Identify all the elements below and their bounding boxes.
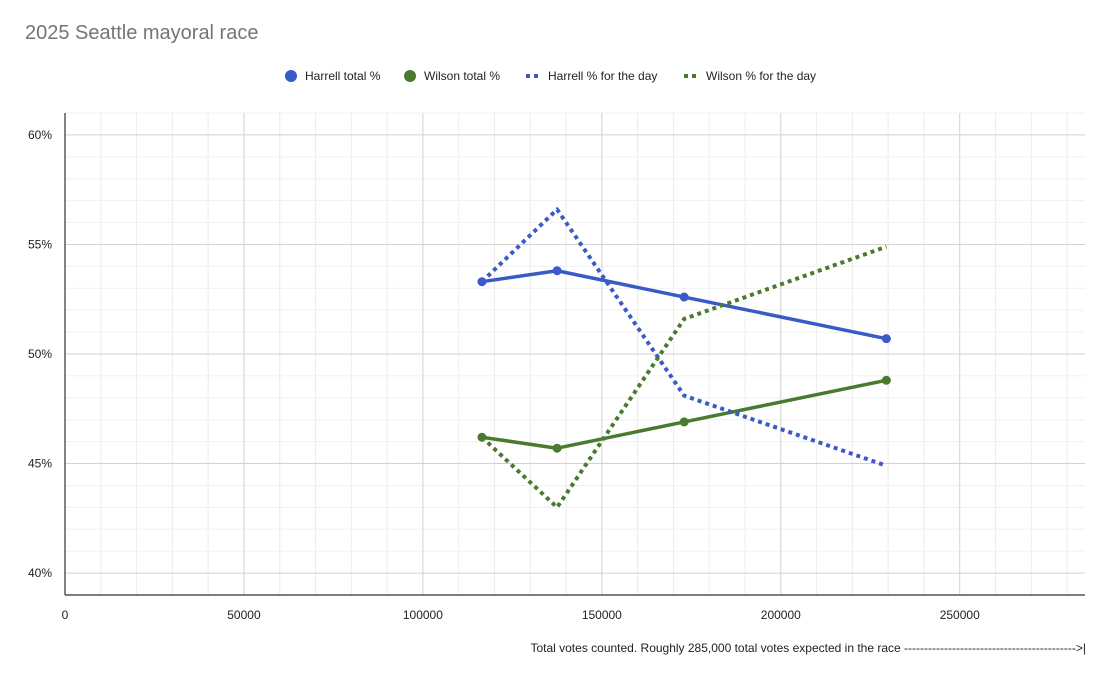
x-axis-label: Total votes counted. Roughly 285,000 tot…	[530, 641, 1086, 655]
legend-label: Wilson % for the day	[706, 69, 816, 83]
y-tick-label: 45%	[28, 457, 52, 471]
series-line	[481, 378, 887, 450]
series-line	[480, 207, 888, 468]
x-tick-label: 50000	[227, 608, 261, 622]
y-tick-label: 55%	[28, 237, 52, 251]
y-tick-label: 50%	[28, 347, 52, 361]
data-point	[679, 417, 689, 427]
legend-item: Wilson total %	[404, 69, 500, 83]
chart-title: 2025 Seattle mayoral race	[25, 22, 259, 44]
legend-label: Harrell % for the day	[548, 69, 657, 83]
legend-swatch	[404, 70, 416, 82]
data-point	[881, 334, 891, 344]
x-tick-label: 100000	[403, 608, 443, 622]
legend-label: Wilson total %	[424, 69, 500, 83]
legend-item: Harrell % for the day	[526, 69, 657, 83]
y-tick-label: 40%	[28, 566, 52, 580]
y-tick-label: 60%	[28, 128, 52, 142]
series-0	[477, 266, 891, 344]
legend-item: Wilson % for the day	[684, 69, 816, 83]
series-line	[481, 268, 887, 341]
legend-swatch	[285, 70, 297, 82]
data-point	[552, 443, 562, 453]
x-tick-label: 200000	[761, 608, 801, 622]
series-line	[480, 244, 888, 510]
legend-label: Harrell total %	[305, 69, 381, 83]
x-tick-label: 150000	[582, 608, 622, 622]
legend: Harrell total % Wilson total % Harrell % f…	[285, 69, 816, 83]
series-3	[480, 244, 888, 510]
data-point	[679, 292, 689, 302]
legend-item: Harrell total %	[285, 69, 381, 83]
data-point	[881, 375, 891, 385]
gridlines	[65, 112, 1085, 596]
series-2	[480, 207, 888, 468]
data-point	[552, 266, 562, 276]
x-tick-label: 250000	[940, 608, 980, 622]
x-tick-label: 0	[62, 608, 69, 622]
